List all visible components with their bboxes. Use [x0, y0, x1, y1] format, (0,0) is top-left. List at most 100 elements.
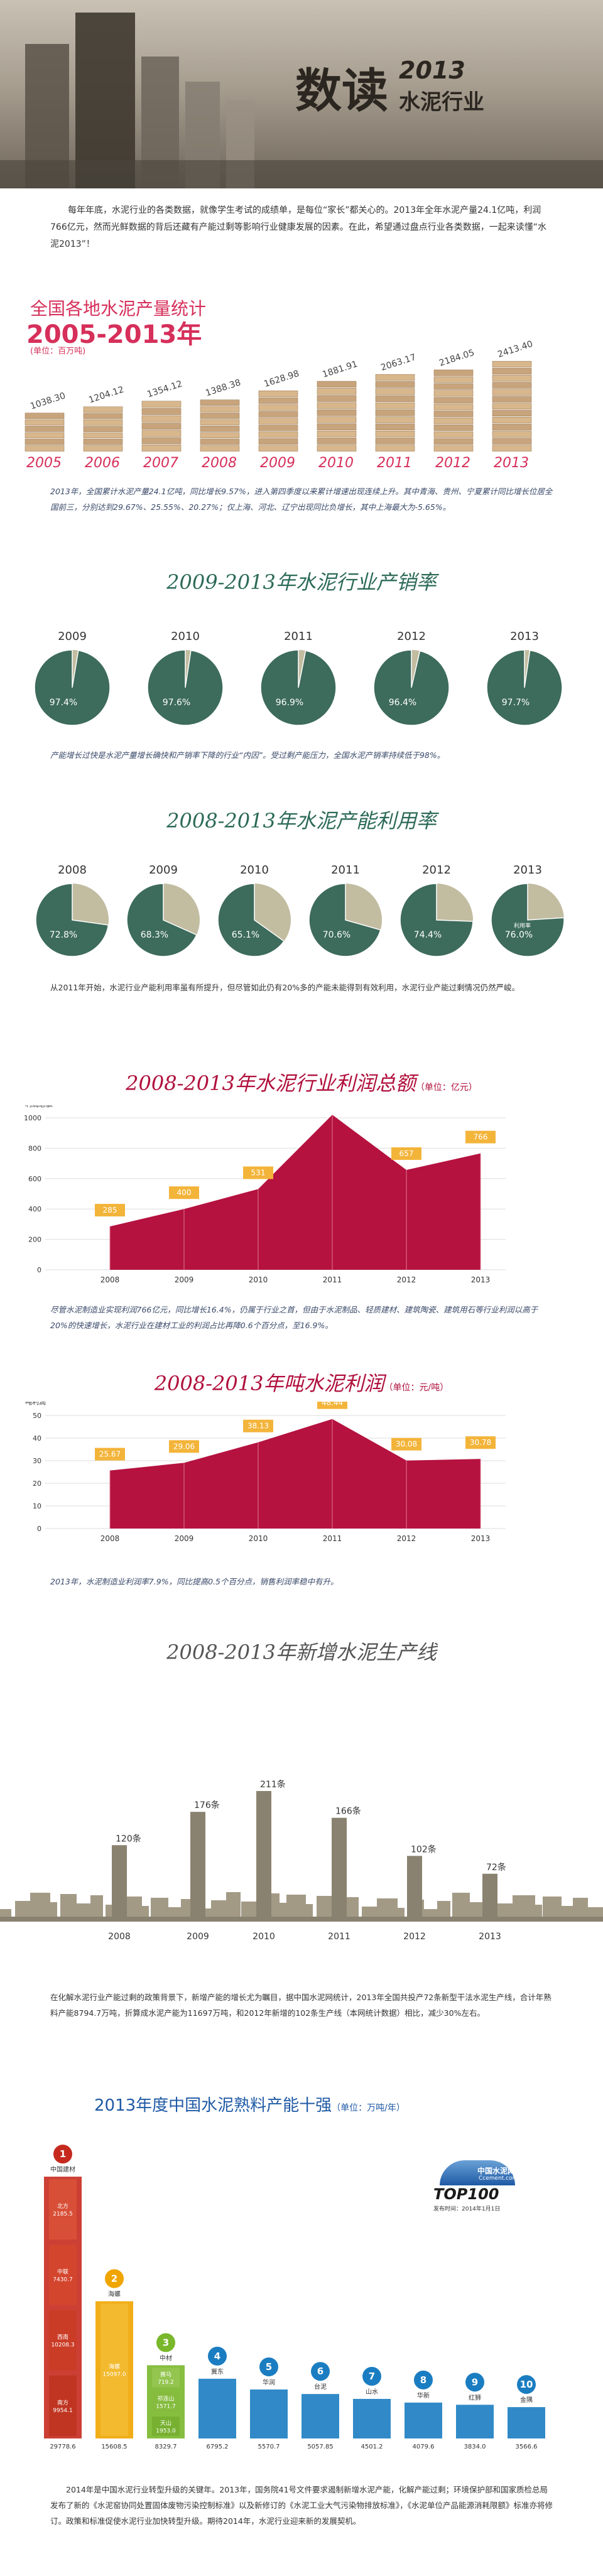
- top10-rank-badge: [105, 2269, 124, 2288]
- chart-ytick: 30: [33, 1457, 41, 1465]
- top10-rank-badge: [208, 2346, 227, 2366]
- production-bar-brick: [24, 445, 65, 452]
- chart-value-box: [465, 1130, 496, 1144]
- production-bar-brick: [24, 438, 65, 445]
- lines-skyline-block: [317, 1896, 332, 1917]
- chart-value-box: [391, 1437, 421, 1451]
- top10-segment: [152, 2368, 180, 2388]
- lines-skyline-block: [573, 1898, 588, 1917]
- production-bar-brick: [83, 419, 123, 426]
- lines-bar: [190, 1812, 205, 1917]
- util-year-label: 2013: [513, 863, 542, 877]
- sales-pie-value: 97.4%: [50, 698, 77, 708]
- production-bar-brick: [258, 411, 298, 418]
- chart-value-box: [317, 1402, 347, 1409]
- production-bar-brick: [433, 418, 474, 425]
- lines-skyline-block: [15, 1901, 31, 1917]
- chart-xtick: 2011: [323, 1534, 342, 1543]
- top10-rank-number: 6: [317, 2366, 323, 2377]
- production-bar-brick: [317, 388, 357, 395]
- chart-value-box: [95, 1448, 125, 1461]
- production-bar-brick: [317, 381, 357, 388]
- top10-title-text: 2013年度中国水泥熟料产能十强: [94, 2096, 332, 2115]
- production-bar-brick: [200, 445, 240, 452]
- production-chart: 1038.30 2005 1204.12 2006 1354.12 2007 1388.38…: [24, 339, 534, 471]
- profit-title-text: 2008-2013年水泥行业利润总额: [126, 1071, 416, 1095]
- sales-year-label: 2010: [171, 630, 200, 643]
- production-bar-brick: [375, 438, 415, 445]
- lines-skyline-block: [226, 1892, 241, 1917]
- chart-xtick: 2010: [249, 1275, 268, 1284]
- util-pie-slice: [491, 883, 565, 957]
- production-bar-brick: [375, 388, 415, 395]
- chart-value-box: [169, 1186, 199, 1199]
- lines-skyline-block: [588, 1907, 603, 1917]
- production-bar-brick: [433, 390, 474, 397]
- util-pie-value: 76.0%: [505, 930, 533, 940]
- top10-segment-name: 北方: [57, 2202, 68, 2210]
- production-year-label: 2005: [26, 455, 62, 471]
- chart-value-label: 657: [399, 1149, 414, 1158]
- production-bar-brick: [200, 406, 240, 413]
- production-bar-brick: [258, 438, 298, 445]
- lines-skyline-block: [151, 1898, 168, 1917]
- top10-value-label: 8329.7: [155, 2443, 177, 2450]
- production-bar-brick: [317, 416, 357, 423]
- production-bar-brick: [433, 438, 474, 445]
- top10-segment-value: 719.2: [158, 2379, 174, 2386]
- profit-note: 尽管水泥制造业实现利润766亿元，同比增长16.4%，仍属于行业之首，但由于水泥…: [50, 1305, 538, 1330]
- top10-segment: [49, 2244, 77, 2305]
- profit-title: 2008-2013年水泥行业利润总额（单位：亿元）: [0, 1068, 603, 1096]
- logo-top100: TOP100: [433, 2185, 499, 2203]
- production-bar-brick: [433, 369, 474, 376]
- per-ton-title-text: 2008-2013年吨水泥利润: [154, 1372, 384, 1395]
- production-bar-brick: [317, 409, 357, 416]
- lines-ground: [0, 1917, 603, 1922]
- top10-company-label: 中国建材: [50, 2165, 75, 2173]
- production-bar-brick: [492, 382, 532, 389]
- chart-ylabel: 吨利润: [25, 1402, 46, 1406]
- top10-rank-number: 4: [214, 2351, 220, 2362]
- top10-rank-number: 8: [420, 2374, 426, 2386]
- production-bar-brick: [24, 413, 65, 419]
- production-bar-brick: [24, 432, 65, 439]
- util-pie-value: 65.1%: [232, 930, 259, 940]
- top10-company-label: 金隅: [520, 2396, 533, 2404]
- lines-year-label: 2012: [403, 1932, 426, 1942]
- production-bar-brick: [492, 360, 532, 368]
- chart-ytick: 50: [33, 1412, 41, 1420]
- top10-value-label: 4079.6: [413, 2443, 435, 2450]
- sales-year-label: 2013: [510, 630, 539, 643]
- top10-company-label: 中材: [160, 2354, 172, 2362]
- chart-ytick: 0: [37, 1266, 41, 1274]
- production-year-label: 2010: [318, 455, 354, 471]
- production-bar-brick: [492, 409, 532, 417]
- production-bar-brick: [492, 368, 532, 375]
- production-bar-brick: [317, 402, 357, 409]
- production-bar-brick: [200, 432, 240, 438]
- lines-skyline-block: [437, 1901, 450, 1917]
- chart-ytick: 200: [28, 1236, 41, 1244]
- production-bar-brick: [317, 438, 357, 445]
- top10-rank-number: 7: [369, 2371, 375, 2382]
- lines-skyline-block: [0, 1909, 11, 1917]
- lines-value-label: 176条: [194, 1800, 220, 1810]
- production-year-label: 2012: [435, 455, 470, 471]
- chart-ytick: 20: [33, 1480, 41, 1488]
- chart-ytick: 10: [33, 1502, 41, 1510]
- production-bar-brick: [317, 395, 357, 402]
- chart-area: [110, 1419, 481, 1529]
- production-bar-brick: [433, 445, 474, 452]
- lines-year-label: 2010: [253, 1932, 275, 1942]
- chart-value-label: 400: [177, 1188, 192, 1197]
- top10-company-label: 华润: [263, 2378, 275, 2386]
- utilization-title: 2008-2013年水泥产能利用率: [166, 809, 437, 833]
- top10-rank-badge: [53, 2145, 72, 2164]
- production-bar-brick: [375, 445, 415, 452]
- lines-value-label: 120条: [116, 1833, 141, 1844]
- top10-bar: [456, 2405, 494, 2438]
- production-bar-brick: [200, 419, 240, 426]
- header-subtitle: 水泥行业: [399, 90, 484, 115]
- lines-title: 2008-2013年新增水泥生产线: [166, 1640, 437, 1664]
- chart-value-label: 29.06: [173, 1442, 195, 1451]
